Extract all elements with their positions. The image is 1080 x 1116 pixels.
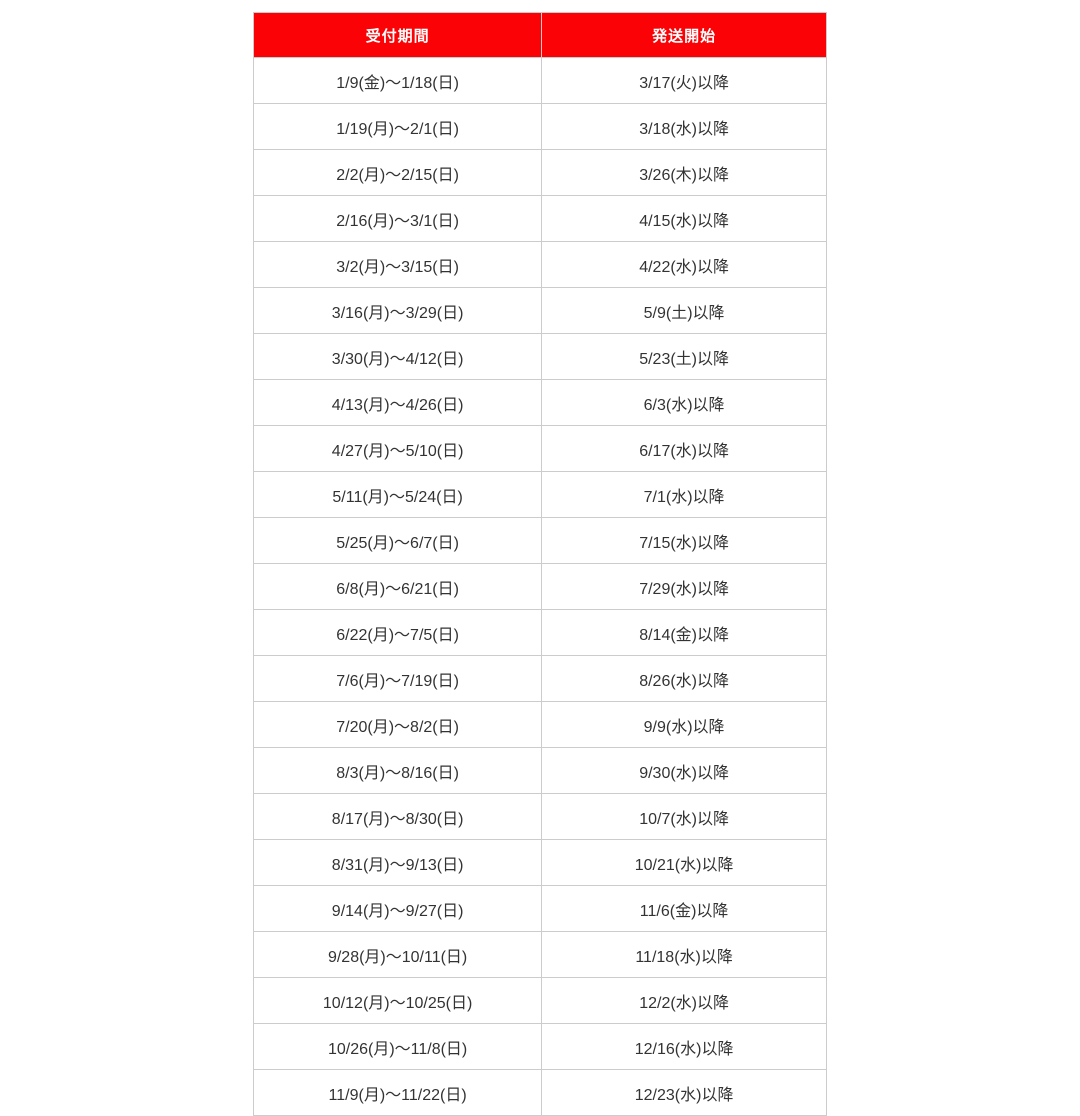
shipping-start-cell: 3/18(水)以降: [541, 103, 827, 150]
header-reception-period: 受付期間: [252, 12, 543, 58]
table-body: 1/9(金)～1/18(日) 3/17(火)以降 1/19(月)～2/1(日) 3/1…: [252, 57, 827, 1116]
shipping-start-cell: 9/30(水)以降: [541, 747, 827, 794]
reception-period-cell: 7/6(月)～7/19(日): [252, 655, 543, 702]
table-row: 7/20(月)～8/2(日) 9/9(水)以降: [252, 701, 827, 748]
reception-period-cell: 11/9(月)～11/22(日): [252, 1069, 543, 1116]
page: 受付期間 発送開始 1/9(金)～1/18(日) 3/17(火)以降 1/19(月)…: [252, 12, 827, 1116]
table-row: 1/9(金)～1/18(日) 3/17(火)以降: [252, 57, 827, 104]
shipping-start-cell: 12/23(水)以降: [541, 1069, 827, 1116]
shipping-start-cell: 11/18(水)以降: [541, 931, 827, 978]
table-row: 5/25(月)～6/7(日) 7/15(水)以降: [252, 517, 827, 564]
table-row: 3/16(月)～3/29(日) 5/9(土)以降: [252, 287, 827, 334]
table-row: 4/13(月)～4/26(日) 6/3(水)以降: [252, 379, 827, 426]
shipping-start-cell: 10/21(水)以降: [541, 839, 827, 886]
shipping-start-cell: 4/22(水)以降: [541, 241, 827, 288]
shipping-start-cell: 11/6(金)以降: [541, 885, 827, 932]
reception-period-cell: 10/26(月)～11/8(日): [252, 1023, 543, 1070]
table-row: 7/6(月)～7/19(日) 8/26(水)以降: [252, 655, 827, 702]
reception-period-cell: 8/3(月)～8/16(日): [252, 747, 543, 794]
table-row: 2/16(月)～3/1(日) 4/15(水)以降: [252, 195, 827, 242]
shipping-start-cell: 7/1(水)以降: [541, 471, 827, 518]
reception-period-cell: 7/20(月)～8/2(日): [252, 701, 543, 748]
table-row: 9/14(月)～9/27(日) 11/6(金)以降: [252, 885, 827, 932]
table-header: 受付期間 発送開始: [252, 12, 827, 58]
reception-period-cell: 10/12(月)～10/25(日): [252, 977, 543, 1024]
shipping-schedule-table: 受付期間 発送開始 1/9(金)～1/18(日) 3/17(火)以降 1/19(月)…: [252, 12, 827, 1116]
table-row: 8/31(月)～9/13(日) 10/21(水)以降: [252, 839, 827, 886]
reception-period-cell: 9/28(月)～10/11(日): [252, 931, 543, 978]
table-row: 8/3(月)～8/16(日) 9/30(水)以降: [252, 747, 827, 794]
reception-period-cell: 6/22(月)～7/5(日): [252, 609, 543, 656]
reception-period-cell: 3/30(月)～4/12(日): [252, 333, 543, 380]
shipping-start-cell: 3/26(木)以降: [541, 149, 827, 196]
shipping-start-cell: 7/29(水)以降: [541, 563, 827, 610]
reception-period-cell: 8/31(月)～9/13(日): [252, 839, 543, 886]
reception-period-cell: 3/16(月)～3/29(日): [252, 287, 543, 334]
table-row: 11/9(月)～11/22(日) 12/23(水)以降: [252, 1069, 827, 1116]
reception-period-cell: 5/25(月)～6/7(日): [252, 517, 543, 564]
table-row: 4/27(月)～5/10(日) 6/17(水)以降: [252, 425, 827, 472]
shipping-start-cell: 10/7(水)以降: [541, 793, 827, 840]
table-row: 5/11(月)～5/24(日) 7/1(水)以降: [252, 471, 827, 518]
table-row: 6/8(月)～6/21(日) 7/29(水)以降: [252, 563, 827, 610]
shipping-start-cell: 5/9(土)以降: [541, 287, 827, 334]
shipping-start-cell: 3/17(火)以降: [541, 57, 827, 104]
reception-period-cell: 2/16(月)～3/1(日): [252, 195, 543, 242]
shipping-start-cell: 8/14(金)以降: [541, 609, 827, 656]
shipping-start-cell: 6/17(水)以降: [541, 425, 827, 472]
header-row: 受付期間 発送開始: [252, 12, 827, 58]
reception-period-cell: 8/17(月)～8/30(日): [252, 793, 543, 840]
shipping-start-cell: 12/16(水)以降: [541, 1023, 827, 1070]
reception-period-cell: 1/9(金)～1/18(日): [252, 57, 543, 104]
table-row: 3/2(月)～3/15(日) 4/22(水)以降: [252, 241, 827, 288]
table-row: 2/2(月)～2/15(日) 3/26(木)以降: [252, 149, 827, 196]
shipping-start-cell: 6/3(水)以降: [541, 379, 827, 426]
table-row: 9/28(月)～10/11(日) 11/18(水)以降: [252, 931, 827, 978]
reception-period-cell: 6/8(月)～6/21(日): [252, 563, 543, 610]
shipping-start-cell: 4/15(水)以降: [541, 195, 827, 242]
shipping-start-cell: 7/15(水)以降: [541, 517, 827, 564]
reception-period-cell: 9/14(月)～9/27(日): [252, 885, 543, 932]
reception-period-cell: 5/11(月)～5/24(日): [252, 471, 543, 518]
table-row: 10/26(月)～11/8(日) 12/16(水)以降: [252, 1023, 827, 1070]
reception-period-cell: 3/2(月)～3/15(日): [252, 241, 543, 288]
reception-period-cell: 4/27(月)～5/10(日): [252, 425, 543, 472]
table-row: 3/30(月)～4/12(日) 5/23(土)以降: [252, 333, 827, 380]
reception-period-cell: 1/19(月)～2/1(日): [252, 103, 543, 150]
shipping-start-cell: 5/23(土)以降: [541, 333, 827, 380]
reception-period-cell: 2/2(月)～2/15(日): [252, 149, 543, 196]
header-shipping-start: 発送開始: [541, 12, 827, 58]
table-row: 10/12(月)～10/25(日) 12/2(水)以降: [252, 977, 827, 1024]
reception-period-cell: 4/13(月)～4/26(日): [252, 379, 543, 426]
table-row: 1/19(月)～2/1(日) 3/18(水)以降: [252, 103, 827, 150]
shipping-start-cell: 9/9(水)以降: [541, 701, 827, 748]
table-row: 6/22(月)～7/5(日) 8/14(金)以降: [252, 609, 827, 656]
table-row: 8/17(月)～8/30(日) 10/7(水)以降: [252, 793, 827, 840]
shipping-start-cell: 12/2(水)以降: [541, 977, 827, 1024]
shipping-start-cell: 8/26(水)以降: [541, 655, 827, 702]
